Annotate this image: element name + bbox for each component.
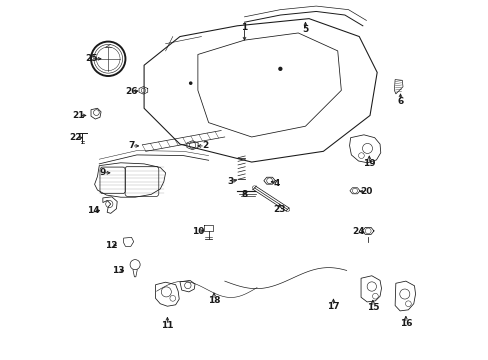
Circle shape (278, 67, 282, 71)
Text: 3: 3 (226, 177, 233, 186)
Text: 14: 14 (87, 206, 99, 215)
Text: 7: 7 (128, 141, 135, 150)
Circle shape (188, 81, 192, 85)
Text: 10: 10 (191, 228, 203, 237)
Text: 19: 19 (362, 159, 375, 168)
Text: 15: 15 (366, 303, 378, 312)
Text: 11: 11 (161, 321, 173, 330)
Text: 16: 16 (399, 319, 411, 328)
Text: 8: 8 (241, 190, 247, 199)
Text: 9: 9 (100, 168, 106, 177)
Text: 17: 17 (326, 302, 339, 311)
Text: 21: 21 (72, 111, 85, 120)
Text: 6: 6 (397, 96, 403, 105)
Text: 1: 1 (241, 23, 247, 32)
Text: 26: 26 (125, 86, 138, 95)
Text: 4: 4 (273, 179, 280, 188)
Text: 20: 20 (360, 187, 372, 196)
Text: 23: 23 (273, 205, 285, 214)
Text: 2: 2 (202, 141, 208, 150)
Text: 24: 24 (351, 228, 364, 237)
Text: 25: 25 (84, 54, 97, 63)
Text: 13: 13 (112, 266, 124, 275)
Text: 5: 5 (302, 25, 308, 34)
Text: 12: 12 (104, 241, 117, 250)
Text: 18: 18 (207, 296, 220, 305)
Text: 22: 22 (70, 133, 82, 142)
